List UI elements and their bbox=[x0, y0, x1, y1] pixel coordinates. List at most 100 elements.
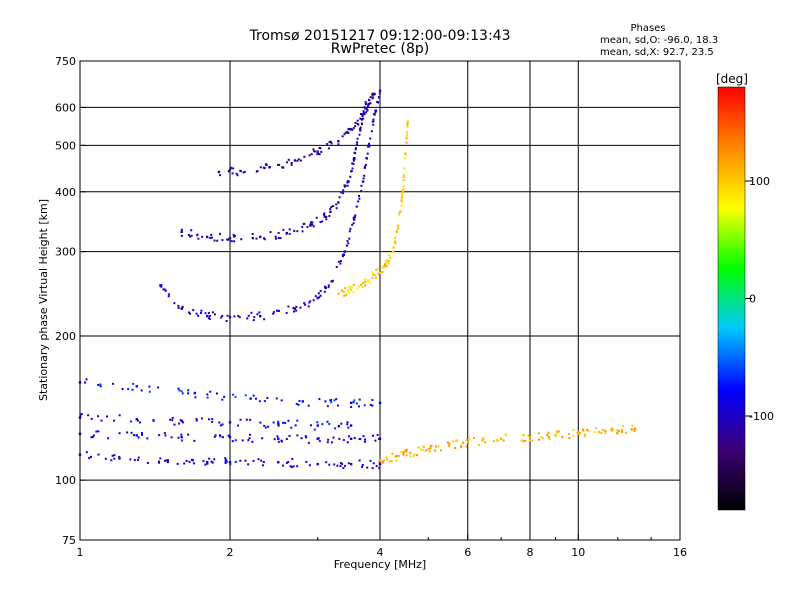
data-point bbox=[339, 262, 342, 265]
data-point bbox=[207, 317, 210, 320]
data-point bbox=[291, 457, 294, 460]
data-point bbox=[259, 421, 262, 424]
data-point bbox=[602, 429, 605, 432]
data-point bbox=[537, 432, 540, 435]
data-point bbox=[354, 214, 357, 217]
data-point bbox=[273, 438, 276, 441]
data-point bbox=[277, 237, 280, 240]
data-point bbox=[400, 204, 403, 207]
data-point bbox=[210, 233, 213, 236]
data-point bbox=[180, 439, 183, 442]
data-point bbox=[465, 438, 468, 441]
data-point bbox=[372, 123, 375, 126]
data-point bbox=[121, 387, 124, 390]
data-point bbox=[396, 224, 400, 227]
data-point bbox=[528, 439, 531, 442]
data-point bbox=[181, 305, 184, 308]
data-point bbox=[375, 465, 378, 468]
data-point bbox=[392, 246, 395, 249]
data-point bbox=[92, 434, 95, 437]
data-point bbox=[378, 437, 382, 440]
data-point bbox=[185, 459, 188, 462]
data-point bbox=[349, 401, 353, 405]
data-point bbox=[359, 129, 362, 132]
data-point bbox=[406, 122, 409, 125]
data-point bbox=[317, 152, 320, 155]
data-point bbox=[110, 459, 113, 462]
data-point bbox=[630, 428, 633, 431]
data-point bbox=[520, 439, 523, 442]
data-point bbox=[365, 107, 368, 110]
data-point bbox=[379, 460, 382, 463]
data-point bbox=[148, 390, 151, 393]
data-point bbox=[343, 294, 346, 297]
data-point bbox=[403, 449, 406, 452]
data-point bbox=[363, 106, 366, 109]
data-point bbox=[375, 269, 378, 272]
data-point bbox=[211, 420, 214, 423]
data-point bbox=[240, 238, 243, 241]
data-point bbox=[367, 279, 370, 282]
data-point bbox=[296, 419, 299, 422]
data-point bbox=[294, 424, 297, 427]
data-point bbox=[187, 392, 190, 395]
data-point bbox=[95, 430, 98, 433]
data-point bbox=[395, 231, 398, 234]
stats-heading: Phases bbox=[630, 23, 665, 34]
data-point bbox=[221, 314, 224, 317]
data-point bbox=[373, 113, 376, 116]
data-point bbox=[252, 459, 255, 462]
data-point bbox=[347, 426, 350, 429]
data-point bbox=[111, 382, 114, 385]
data-point bbox=[258, 400, 261, 403]
data-point bbox=[321, 220, 324, 223]
data-point bbox=[277, 461, 280, 464]
data-point bbox=[292, 306, 295, 309]
data-point bbox=[361, 281, 365, 285]
data-point bbox=[609, 428, 612, 431]
data-point bbox=[91, 436, 94, 439]
data-point bbox=[296, 159, 299, 162]
data-point bbox=[158, 461, 161, 464]
data-point bbox=[540, 436, 543, 439]
data-point bbox=[328, 463, 331, 466]
data-point bbox=[318, 296, 321, 299]
data-point bbox=[316, 153, 319, 156]
data-point bbox=[554, 434, 557, 437]
data-point bbox=[374, 109, 377, 112]
data-point bbox=[363, 112, 366, 115]
data-point bbox=[460, 446, 463, 449]
data-point bbox=[386, 458, 389, 461]
data-point bbox=[477, 444, 480, 447]
data-point bbox=[372, 118, 375, 121]
data-point bbox=[347, 285, 350, 288]
data-point bbox=[309, 224, 312, 227]
data-point bbox=[133, 459, 136, 462]
data-point bbox=[336, 464, 339, 467]
data-point bbox=[378, 460, 381, 463]
colorbar-tick-label: -100 bbox=[749, 410, 774, 423]
data-point bbox=[361, 115, 364, 118]
data-point bbox=[247, 314, 250, 317]
data-point bbox=[277, 440, 280, 443]
data-point bbox=[278, 163, 281, 166]
data-point bbox=[282, 421, 285, 424]
data-point bbox=[312, 225, 315, 228]
data-point bbox=[180, 419, 183, 423]
data-point bbox=[293, 159, 297, 162]
data-point bbox=[604, 432, 607, 435]
data-point bbox=[378, 459, 382, 462]
data-point bbox=[351, 167, 354, 170]
data-point bbox=[208, 418, 211, 421]
data-point bbox=[336, 404, 339, 407]
data-point bbox=[234, 395, 237, 398]
data-point bbox=[468, 437, 471, 440]
data-point bbox=[293, 229, 296, 232]
data-point bbox=[330, 441, 333, 444]
data-point bbox=[277, 422, 280, 426]
x-tick-label: 8 bbox=[527, 546, 534, 559]
data-point bbox=[178, 389, 181, 392]
data-point bbox=[218, 174, 221, 177]
data-point bbox=[140, 432, 143, 435]
data-point bbox=[405, 133, 408, 136]
